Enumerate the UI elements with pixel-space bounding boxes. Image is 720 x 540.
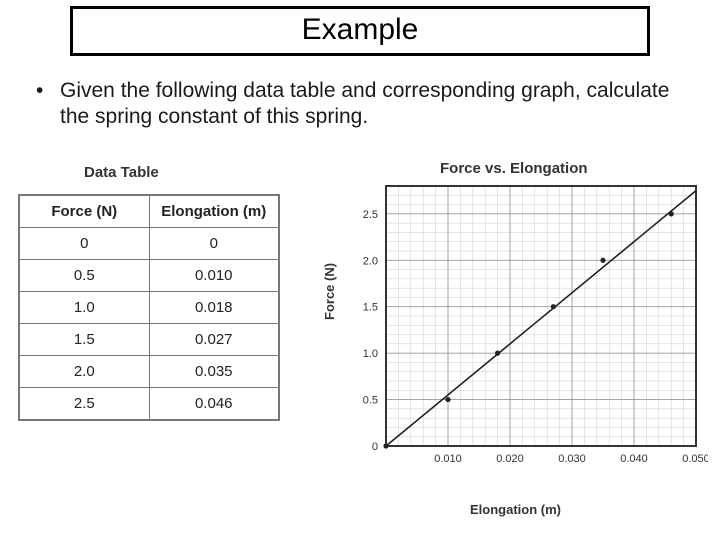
svg-text:0.040: 0.040 [620,453,648,465]
chart-svg: 0.010 0.020 0.030 0.040 0.050 0 0.5 1.0 1.5 2.0 2.… [338,180,708,480]
svg-text:2.5: 2.5 [363,209,378,221]
svg-text:0.020: 0.020 [496,453,524,465]
table-cell: 0.010 [149,260,279,292]
table-cell: 1.5 [19,324,149,356]
bullet-list: • Given the following data table and cor… [36,78,690,131]
table-cell: 0.5 [19,260,149,292]
table-cell: 0 [149,228,279,260]
svg-text:0.010: 0.010 [434,453,462,465]
svg-text:0: 0 [372,441,378,453]
table-row: 0.50.010 [19,260,279,292]
chart-title: Force vs. Elongation [440,160,588,177]
bullet-text: Given the following data table and corre… [60,78,690,131]
svg-text:1.0: 1.0 [363,348,378,360]
bullet-marker: • [36,78,60,131]
col-header-elongation: Elongation (m) [149,195,279,228]
table-caption: Data Table [84,164,159,181]
svg-text:1.5: 1.5 [363,302,378,314]
table-cell: 0.046 [149,388,279,421]
chart-area: 0.010 0.020 0.030 0.040 0.050 0 0.5 1.0 1.5 2.0 2.… [338,180,708,480]
x-axis-label: Elongation (m) [470,502,561,517]
bullet-item: • Given the following data table and cor… [36,78,690,131]
svg-text:0.030: 0.030 [558,453,586,465]
table-header-row: Force (N) Elongation (m) [19,195,279,228]
col-header-force: Force (N) [19,195,149,228]
table-cell: 0.027 [149,324,279,356]
table-body: 000.50.0101.00.0181.50.0272.00.0352.50.0… [19,228,279,421]
table-row: 00 [19,228,279,260]
table-cell: 0.035 [149,356,279,388]
page-title: Example [302,13,419,46]
svg-text:0.5: 0.5 [363,395,378,407]
table-cell: 2.0 [19,356,149,388]
table-cell: 0 [19,228,149,260]
table-cell: 1.0 [19,292,149,324]
y-axis-label: Force (N) [322,263,337,320]
svg-text:2.0: 2.0 [363,255,378,267]
title-box: Example [70,6,650,56]
table-cell: 2.5 [19,388,149,421]
table-cell: 0.018 [149,292,279,324]
svg-text:0.050: 0.050 [682,453,708,465]
table-row: 1.00.018 [19,292,279,324]
table-row: 2.50.046 [19,388,279,421]
data-table: Force (N) Elongation (m) 000.50.0101.00.… [18,194,280,421]
table-row: 2.00.035 [19,356,279,388]
table-row: 1.50.027 [19,324,279,356]
